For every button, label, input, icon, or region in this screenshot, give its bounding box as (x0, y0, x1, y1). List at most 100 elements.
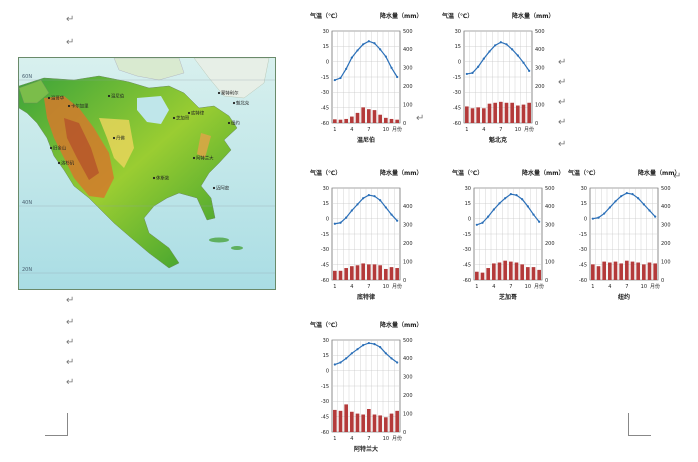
precipitation-bar (389, 118, 394, 123)
climate-chart: 气温（℃） 降水量（mm） 30 15 0 -15 -30 -45 -60 500 400 300 20… (436, 11, 564, 153)
temperature-point (390, 213, 393, 216)
temperature-tick-label: 15 (323, 353, 329, 359)
temperature-line (476, 193, 540, 226)
precipitation-tick-label: 300 (403, 375, 413, 381)
city-marker (192, 156, 196, 160)
temperature-point (526, 205, 529, 208)
temperature-tick-label: -60 (579, 278, 587, 284)
paragraph-mark: ↵ (66, 337, 75, 348)
city-marker (152, 176, 156, 180)
latitude-label: 20N (22, 267, 32, 273)
precipitation-tick-label: 400 (545, 204, 555, 210)
north-america-map: 60N 40N 20N 温尼伯 蒙特利尔 魁北克 温哥华 卡尔加里 芝加哥 底特律 纽约 旧金山… (18, 57, 276, 290)
paragraph-mark: ↵ (416, 113, 425, 124)
temperature-point (345, 357, 348, 360)
precipitation-bar (367, 409, 371, 432)
precipitation-bar (355, 413, 360, 432)
precipitation-bar (384, 268, 388, 280)
latitude-label: 40N (22, 200, 32, 206)
city-marker (49, 146, 53, 150)
temperature-point (522, 61, 525, 64)
chart-city-name: 底特律 (357, 293, 375, 301)
precipitation-bar (521, 104, 526, 123)
precipitation-bar (395, 268, 399, 280)
temperature-tick-label: -45 (321, 414, 329, 420)
paragraph-mark: ↵ (66, 357, 75, 368)
precipitation-bar (350, 266, 354, 280)
city-marker (112, 136, 116, 140)
temperature-tick-label: 15 (455, 44, 461, 50)
precipitation-bar (487, 103, 492, 123)
chart-city-name: 芝加哥 (499, 293, 517, 301)
month-tick-label: 7 (367, 436, 370, 442)
temperature-point (379, 48, 382, 51)
temperature-point (481, 221, 484, 224)
temperature-point (487, 215, 490, 218)
precipitation-axis-title: 降水量（mm） (380, 321, 423, 329)
precipitation-tick-label: 200 (403, 84, 413, 90)
temperature-tick-label: -30 (463, 247, 471, 253)
precipitation-bar (338, 270, 343, 280)
precipitation-bar (355, 112, 360, 123)
temperature-point (345, 216, 348, 219)
temperature-tick-label: -30 (453, 90, 461, 96)
paragraph-mark: ↵ (558, 117, 567, 128)
temperature-tick-label: -15 (321, 384, 329, 390)
precipitation-tick-label: 100 (403, 102, 413, 108)
temperature-point (614, 200, 617, 203)
city-label: 丹佛 (116, 135, 125, 142)
precipitation-axis-title: 降水量（mm） (522, 169, 565, 177)
city-label: 魁北克 (236, 100, 250, 107)
temperature-tick-label: 15 (323, 201, 329, 207)
precipitation-tick-label: 400 (403, 47, 413, 53)
temperature-line (466, 41, 530, 75)
month-tick-label: 1 (475, 284, 478, 290)
precipitation-bar (630, 261, 635, 280)
paragraph-mark: ↵ (558, 97, 567, 108)
temperature-point (367, 341, 370, 345)
month-tick-label: 10 (525, 284, 531, 290)
city-label: 旧金山 (53, 145, 66, 152)
precipitation-bar (355, 265, 360, 280)
paragraph-mark: ↵ (66, 295, 75, 306)
temperature-point (373, 195, 376, 198)
temperature-point (356, 49, 359, 52)
temperature-point (339, 76, 342, 80)
temperature-tick-label: 30 (323, 186, 329, 192)
precipitation-axis-title: 降水量（mm） (380, 12, 423, 20)
temperature-point (379, 199, 382, 202)
precipitation-bar (372, 110, 377, 123)
precipitation-tick-label: 500 (535, 29, 545, 35)
temperature-point (390, 66, 393, 69)
temperature-point (333, 363, 336, 366)
precipitation-bar (350, 116, 354, 123)
temperature-point (597, 216, 600, 219)
precipitation-bar (486, 268, 490, 280)
temperature-tick-label: 30 (323, 29, 329, 35)
precipitation-bar (361, 107, 365, 123)
precipitation-tick-label: 200 (535, 84, 545, 90)
temperature-point (492, 208, 495, 211)
precipitation-bar (333, 270, 337, 280)
precipitation-bar (395, 119, 399, 123)
precipitation-tick-label: 500 (661, 186, 671, 192)
precipitation-bar (389, 413, 394, 432)
temperature-tick-label: 0 (326, 368, 329, 374)
temperature-point (498, 202, 501, 205)
precipitation-bar (642, 264, 646, 280)
temperature-tick-label: -45 (579, 262, 587, 268)
temperature-tick-label: 30 (455, 29, 461, 35)
temperature-tick-label: -60 (321, 278, 329, 284)
precipitation-tick-label: 200 (403, 241, 413, 247)
temperature-point (333, 78, 336, 82)
temperature-point (511, 48, 514, 51)
city-marker (212, 186, 216, 190)
temperature-point (475, 223, 478, 226)
precipitation-bar (367, 109, 371, 123)
precipitation-bar (367, 264, 371, 280)
month-tick-label: 10 (641, 284, 647, 290)
precipitation-tick-label: 300 (403, 223, 413, 229)
precipitation-tick-label: 0 (403, 430, 406, 436)
temperature-point (603, 212, 606, 215)
temperature-point (505, 43, 508, 46)
